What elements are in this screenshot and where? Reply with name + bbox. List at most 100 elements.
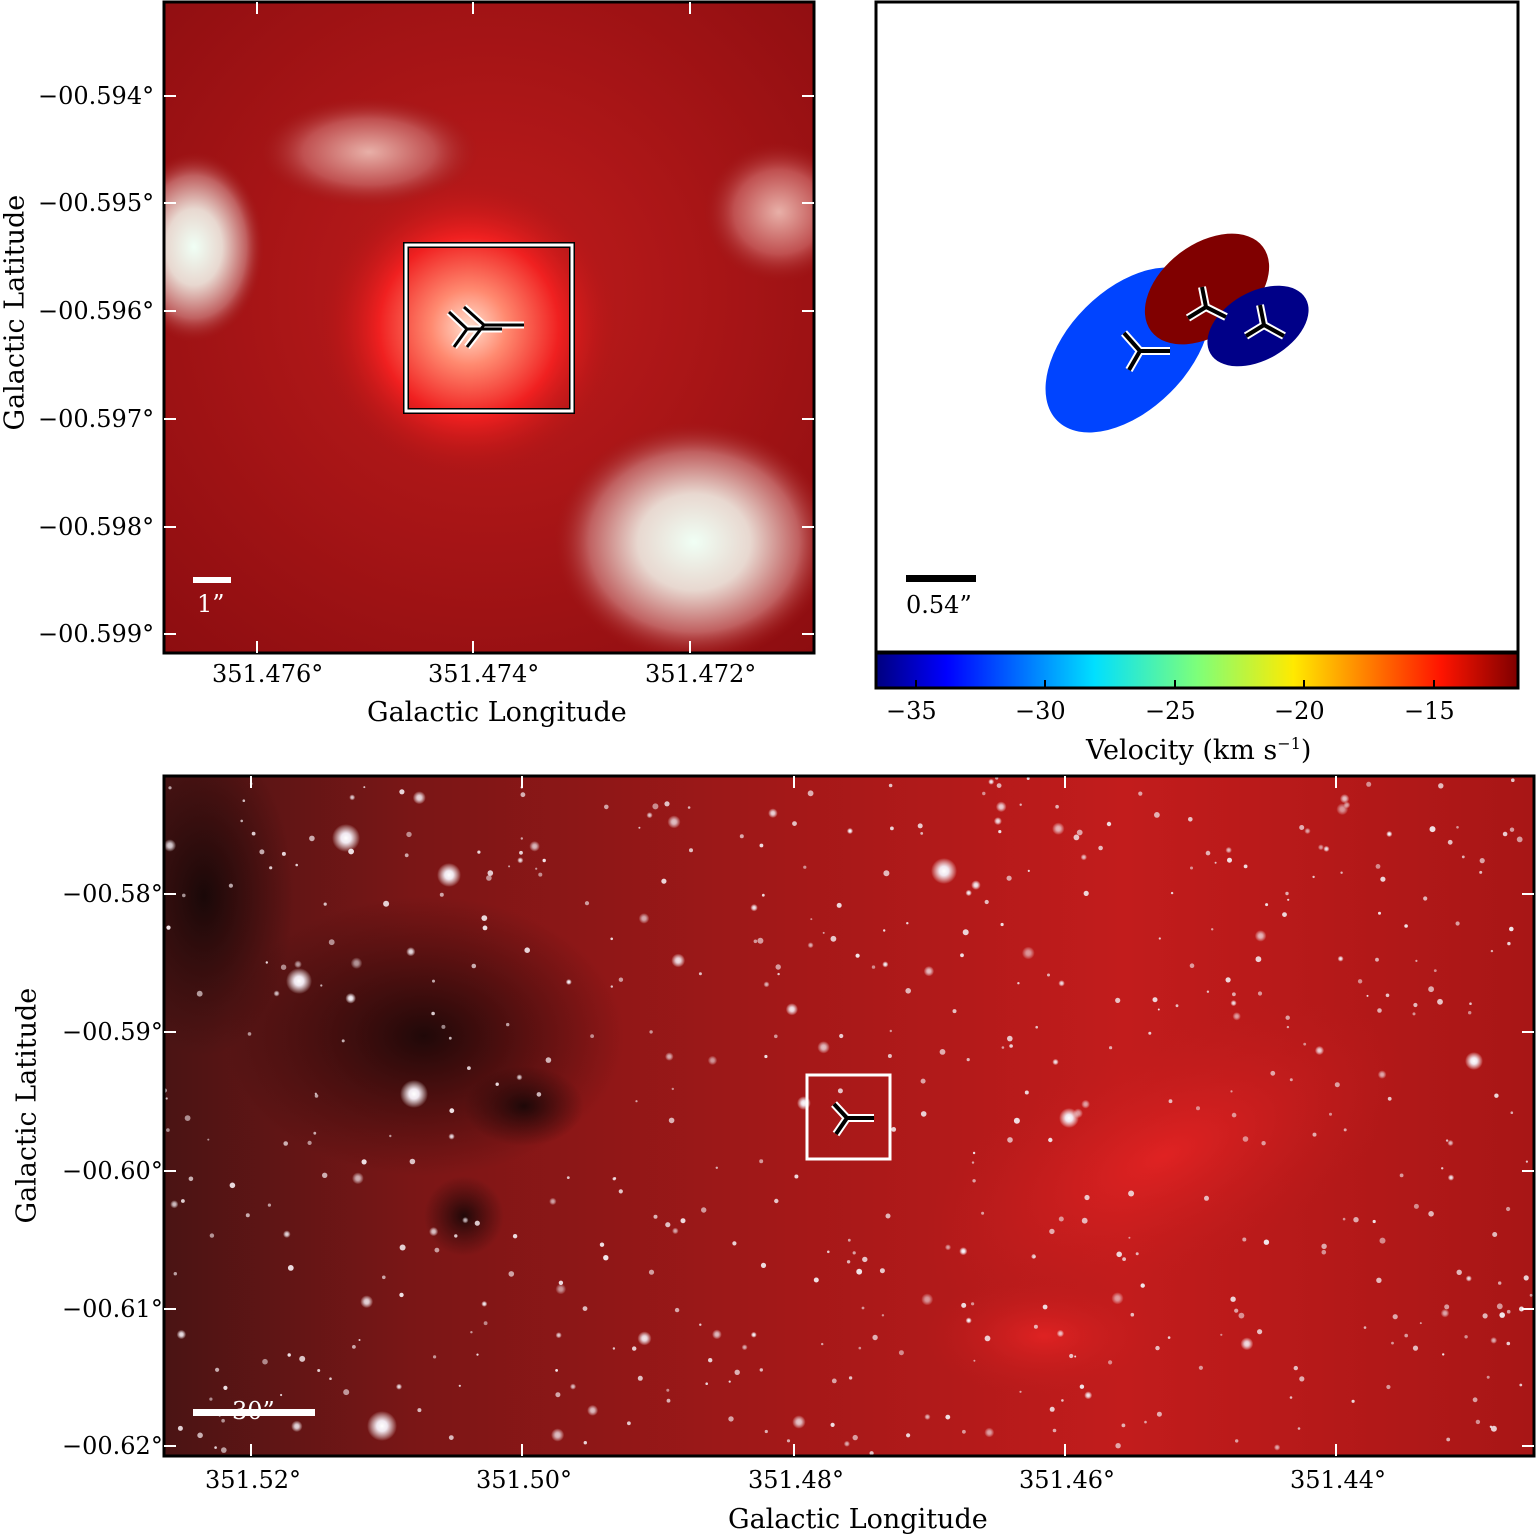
star (728, 1380, 731, 1383)
x-tick-label: 351.48° (748, 1466, 844, 1494)
star (361, 1159, 367, 1165)
star (1482, 1313, 1488, 1319)
star (343, 1389, 350, 1396)
star (952, 1009, 957, 1014)
x-tick-label: 351.52° (205, 1466, 301, 1494)
star (792, 821, 797, 826)
star (283, 1230, 291, 1238)
maser-markers (1121, 286, 1286, 373)
star (1116, 1251, 1122, 1258)
star (1442, 1353, 1445, 1356)
star (1441, 1167, 1444, 1170)
star (856, 1268, 863, 1275)
star (1377, 1008, 1382, 1013)
star (1081, 1217, 1088, 1224)
star (1404, 924, 1408, 928)
colorbar-tick-label: −35 (886, 697, 937, 725)
star (1285, 1015, 1290, 1020)
star (209, 1397, 213, 1401)
star (181, 1199, 185, 1203)
star (1507, 941, 1511, 946)
star (1243, 864, 1248, 869)
star (972, 1179, 976, 1183)
star (1386, 830, 1393, 838)
star (287, 1265, 294, 1271)
star (707, 1055, 718, 1066)
top-left-image (164, 2, 814, 653)
star (322, 1172, 328, 1178)
star (604, 804, 609, 810)
star (1472, 1397, 1478, 1403)
star (314, 1092, 317, 1095)
star (1447, 1174, 1455, 1181)
star (763, 981, 770, 988)
star (1026, 777, 1030, 780)
star (668, 1117, 675, 1124)
star (1155, 1345, 1160, 1351)
star (299, 1355, 306, 1362)
star (1314, 1045, 1325, 1056)
star (1079, 1384, 1085, 1389)
star (1286, 1025, 1290, 1029)
colorbar-title-text: Velocity (km s (1086, 735, 1278, 766)
star (1366, 781, 1372, 787)
star (972, 1151, 976, 1155)
star (761, 893, 765, 897)
star (837, 1088, 843, 1094)
star (965, 1317, 972, 1324)
star (508, 1271, 515, 1277)
star (666, 1388, 670, 1392)
star (921, 1293, 934, 1306)
y-tick-label: −00.60° (62, 1157, 163, 1185)
star (1444, 1304, 1450, 1310)
star (653, 1214, 658, 1219)
star (618, 1189, 623, 1194)
colorbar-title-end: ) (1300, 735, 1312, 766)
star (352, 1172, 364, 1185)
star (1445, 1139, 1449, 1142)
star (328, 939, 335, 946)
star (349, 794, 356, 801)
star (448, 1036, 452, 1040)
star (872, 1334, 878, 1341)
star (971, 880, 981, 890)
star (1052, 822, 1065, 835)
star (412, 791, 426, 805)
bottom-image (164, 776, 1534, 1456)
star-field (164, 776, 1533, 1456)
star (715, 1166, 718, 1169)
star (223, 1385, 228, 1390)
star (409, 1158, 416, 1165)
star (1353, 1217, 1359, 1223)
star (739, 834, 744, 839)
star (1391, 1341, 1394, 1345)
star (1334, 1082, 1340, 1088)
star (1475, 1419, 1481, 1425)
star (993, 817, 1002, 826)
star (1220, 1333, 1223, 1336)
star (1399, 1173, 1404, 1178)
star (759, 1368, 763, 1372)
star (1074, 1355, 1077, 1358)
star (259, 849, 265, 855)
star (982, 791, 986, 796)
star (448, 1133, 455, 1140)
star (649, 1030, 653, 1034)
star (441, 1024, 446, 1029)
star (287, 1353, 291, 1357)
star (962, 1429, 966, 1434)
star (891, 1127, 897, 1132)
star (839, 1033, 844, 1039)
dark-cloud (464, 1066, 584, 1146)
star (1479, 870, 1483, 874)
star (1343, 1128, 1347, 1132)
star (1357, 979, 1363, 984)
star (871, 965, 876, 969)
star (535, 867, 538, 870)
star (858, 1346, 862, 1350)
star (399, 1292, 404, 1298)
zoom-box (404, 243, 574, 413)
star (476, 1353, 479, 1356)
star (890, 826, 894, 831)
star (209, 1233, 215, 1238)
